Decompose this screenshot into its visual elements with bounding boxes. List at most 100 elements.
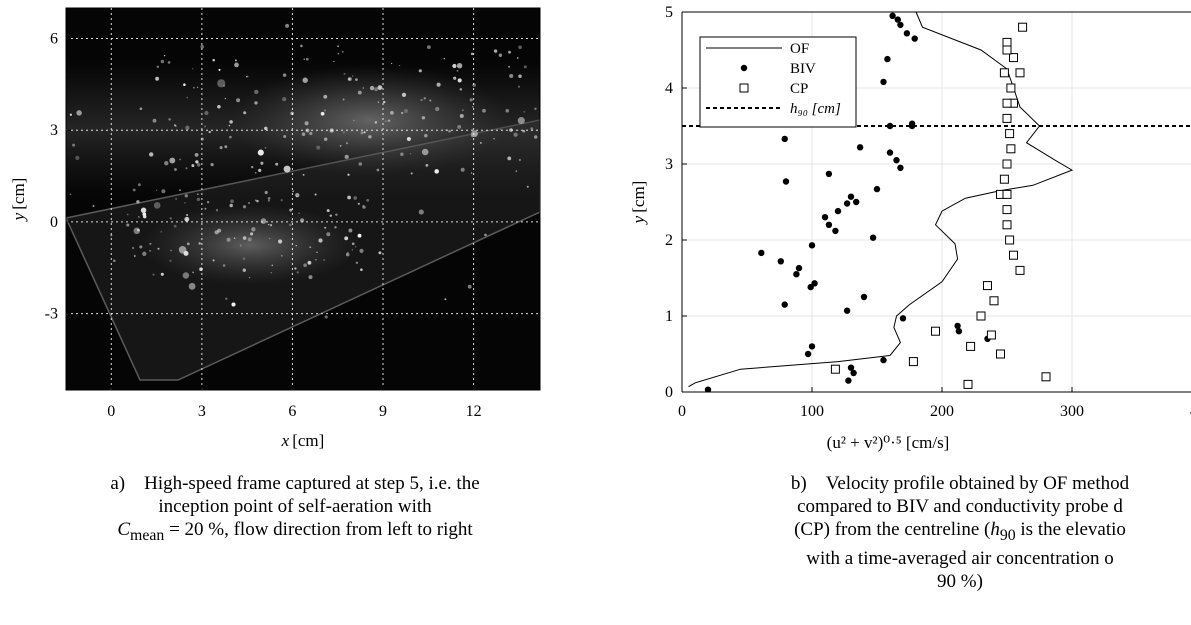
bubble xyxy=(333,60,335,63)
bubble xyxy=(169,259,172,262)
bubble xyxy=(368,135,372,139)
bubble xyxy=(377,85,383,90)
biv-point xyxy=(955,328,963,335)
biv-point xyxy=(832,227,839,235)
bubble xyxy=(469,98,473,102)
biv-point xyxy=(886,122,894,130)
bubble xyxy=(420,98,423,102)
bubble xyxy=(348,77,351,81)
bubble xyxy=(444,298,447,301)
bubble xyxy=(517,117,525,125)
bubble xyxy=(229,120,233,124)
frame-image xyxy=(66,23,540,381)
bubble xyxy=(326,209,330,213)
bubble xyxy=(264,190,268,195)
bubble xyxy=(192,271,195,274)
bubble-cloud-lower xyxy=(140,205,360,285)
bubble xyxy=(278,239,283,244)
cp-point xyxy=(1002,37,1012,47)
bubble xyxy=(300,44,303,48)
series-of-line xyxy=(688,11,1074,388)
bubble xyxy=(530,127,534,130)
bubble xyxy=(226,237,231,242)
bubble xyxy=(337,45,339,48)
bubble xyxy=(132,188,136,192)
bubble xyxy=(295,192,300,198)
bubble xyxy=(298,212,300,215)
cp-point xyxy=(963,379,973,389)
bubble xyxy=(149,152,154,157)
bubble xyxy=(250,232,254,236)
bubble xyxy=(72,143,76,147)
biv-point xyxy=(853,198,860,206)
bubble xyxy=(358,162,363,166)
bubble xyxy=(69,193,72,196)
biv-point xyxy=(758,249,765,257)
biv-point xyxy=(808,343,816,350)
bubble xyxy=(295,245,297,247)
frame-grid xyxy=(66,8,540,390)
bubble xyxy=(197,193,199,195)
bubble xyxy=(153,202,161,209)
frame-y-tick-label: 6 xyxy=(50,31,58,48)
bubble xyxy=(326,232,331,237)
bubble xyxy=(421,148,429,156)
biv-point xyxy=(847,364,855,371)
bubble xyxy=(303,263,307,268)
bubble xyxy=(467,284,472,289)
biv-point xyxy=(860,293,868,301)
bubble xyxy=(156,65,160,69)
bubble xyxy=(342,98,345,101)
bubble xyxy=(174,124,177,128)
bubble xyxy=(185,167,188,170)
bubble xyxy=(363,131,366,134)
bubble xyxy=(76,110,82,116)
bubble xyxy=(324,226,327,229)
biv-point xyxy=(704,386,712,392)
legend-biv-label: BIV xyxy=(790,61,816,77)
bubble xyxy=(152,273,155,276)
bubble xyxy=(228,124,231,127)
caption-a-line3: = 20 %, flow direction from left to righ… xyxy=(164,519,473,540)
bubble xyxy=(302,77,308,83)
biv-point xyxy=(893,157,900,164)
bubble xyxy=(283,135,287,138)
bubble xyxy=(307,260,312,265)
cp-point xyxy=(986,330,996,340)
bubble xyxy=(264,146,267,149)
bubble xyxy=(137,183,141,187)
bubble xyxy=(251,165,254,169)
frame-ticks: 0 3 6 9 12 -3 0 3 6 xyxy=(45,31,482,420)
frame-y-tick-label: -3 xyxy=(45,306,58,323)
bubble xyxy=(169,157,176,164)
bubble xyxy=(424,134,428,138)
bubble xyxy=(453,76,457,80)
bubble xyxy=(296,271,299,274)
bubble xyxy=(471,130,478,138)
bubble xyxy=(357,90,362,95)
bubble xyxy=(423,97,427,100)
cp-point xyxy=(999,68,1009,78)
bubble xyxy=(498,53,503,57)
bubble xyxy=(230,199,234,204)
chart-y-tick-label: 3 xyxy=(665,156,673,173)
bubble xyxy=(342,131,346,134)
caption-b-line1: Velocity profile obtained by OF method xyxy=(825,473,1130,494)
bubble xyxy=(410,172,413,175)
bubble xyxy=(443,57,445,60)
bubble xyxy=(425,164,429,167)
bubble xyxy=(323,94,328,99)
chart-y-tick-label: 2 xyxy=(665,232,673,249)
bubble xyxy=(191,164,195,168)
biv-point xyxy=(821,214,829,221)
cp-point xyxy=(1009,53,1018,63)
bubble xyxy=(137,228,140,232)
bubble xyxy=(243,111,247,115)
bubble xyxy=(309,246,312,249)
biv-point xyxy=(795,264,803,272)
bubble xyxy=(69,113,72,116)
bubble xyxy=(186,242,190,246)
bubble xyxy=(351,242,355,246)
bubble xyxy=(174,168,177,171)
bubble xyxy=(507,156,512,161)
